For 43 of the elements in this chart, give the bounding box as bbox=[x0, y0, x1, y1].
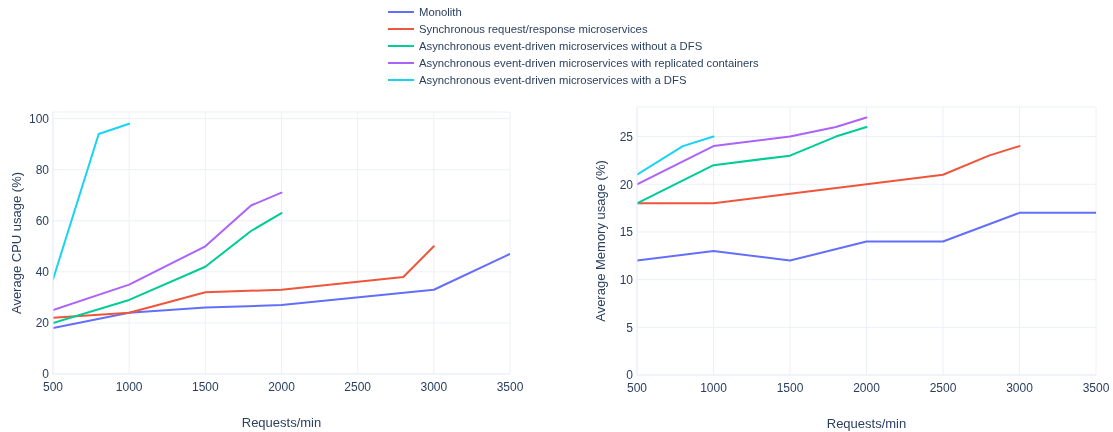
x-tick-label: 2000 bbox=[268, 379, 296, 394]
y-tick-label: 20 bbox=[619, 177, 634, 192]
line-series bbox=[53, 191, 283, 312]
x-tick-label: 3500 bbox=[496, 379, 524, 394]
x-tick-label: 1000 bbox=[115, 379, 143, 394]
legend-label: Asynchronous event-driven microservices with a DFS bbox=[419, 73, 687, 86]
y-tick-label: 60 bbox=[35, 214, 50, 229]
y-tick-label: 25 bbox=[619, 129, 634, 144]
x-tick-label: 3000 bbox=[420, 379, 448, 394]
x-tick-label: 500 bbox=[626, 380, 648, 395]
line-series bbox=[637, 126, 868, 205]
x-tick-label: 1000 bbox=[700, 380, 728, 395]
line-series bbox=[53, 245, 435, 319]
y-tick-label: 15 bbox=[619, 225, 634, 240]
x-axis-title: Requests/min bbox=[826, 416, 907, 431]
y-axis-title: Average CPU usage (%) bbox=[8, 171, 24, 315]
y-axis-title: Average Memory usage (%) bbox=[592, 160, 608, 322]
y-tick-label: 20 bbox=[35, 316, 50, 331]
x-tick-label: 500 bbox=[42, 379, 64, 394]
legend-label: Monolith bbox=[419, 6, 462, 19]
y-tick-label: 10 bbox=[619, 272, 634, 287]
y-tick-label: 40 bbox=[35, 265, 50, 280]
x-tick-label: 2500 bbox=[344, 379, 372, 394]
line-series bbox=[637, 116, 868, 186]
line-series bbox=[53, 252, 510, 330]
line-series bbox=[637, 211, 1096, 262]
y-tick-label: 80 bbox=[35, 162, 50, 177]
x-tick-label: 2500 bbox=[929, 380, 957, 395]
legend-label: Asynchronous event-driven microservices with replicated containers bbox=[419, 56, 759, 69]
x-tick-label: 1500 bbox=[191, 379, 219, 394]
line-series bbox=[637, 145, 1021, 205]
x-tick-label: 3500 bbox=[1082, 380, 1110, 395]
x-tick-label: 2000 bbox=[853, 380, 881, 395]
x-tick-label: 1500 bbox=[776, 380, 804, 395]
line-series bbox=[53, 212, 283, 324]
x-tick-label: 3000 bbox=[1006, 380, 1034, 395]
legend-label: Asynchronous event-driven microservices without a DFS bbox=[419, 39, 703, 52]
y-tick-label: 5 bbox=[626, 320, 634, 335]
y-tick-label: 0 bbox=[626, 368, 634, 383]
y-tick-label: 0 bbox=[42, 367, 50, 382]
legend-label: Synchronous request/response microservices bbox=[419, 23, 648, 36]
x-axis-title: Requests/min bbox=[241, 415, 322, 430]
y-tick-label: 100 bbox=[28, 111, 50, 126]
